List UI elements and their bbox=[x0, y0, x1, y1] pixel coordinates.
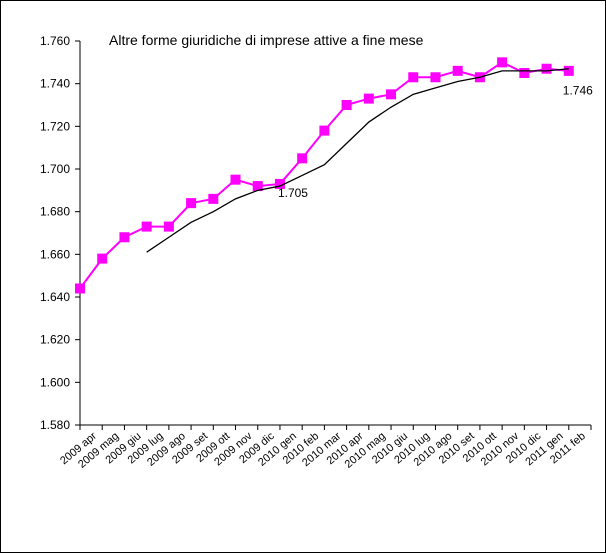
data-point-marker bbox=[386, 89, 397, 100]
data-point-marker bbox=[408, 72, 419, 83]
data-point-marker bbox=[274, 178, 285, 189]
series-line-1 bbox=[79, 61, 569, 290]
data-label: 1.705 bbox=[278, 186, 308, 200]
data-point-marker bbox=[519, 68, 530, 78]
data-point-marker bbox=[341, 100, 352, 110]
chart-title: Altre forme giuridiche di imprese attive… bbox=[109, 32, 424, 48]
data-point-marker bbox=[97, 253, 108, 264]
axes bbox=[79, 41, 591, 426]
y-tick-label: 1.600 bbox=[40, 375, 70, 389]
data-point-marker bbox=[363, 93, 374, 104]
data-point-marker bbox=[541, 63, 552, 74]
data-point-marker bbox=[230, 174, 241, 185]
data-point-marker bbox=[186, 198, 197, 209]
data-point-marker bbox=[319, 125, 330, 136]
y-tick-label: 1.580 bbox=[40, 418, 70, 432]
data-point-marker bbox=[430, 72, 441, 83]
y-tick-label: 1.680 bbox=[40, 205, 70, 219]
y-tick-label: 1.760 bbox=[40, 34, 70, 48]
data-point-marker bbox=[252, 181, 263, 192]
data-point-marker bbox=[208, 193, 219, 204]
data-point-marker bbox=[563, 65, 574, 76]
y-tick-label: 1.640 bbox=[40, 290, 70, 304]
y-tick-label: 1.740 bbox=[40, 77, 70, 91]
annotation-layer: 1.705 1.746 bbox=[278, 84, 593, 200]
data-point-marker bbox=[497, 57, 508, 68]
y-tick-label: 1.700 bbox=[40, 162, 70, 176]
data-point-marker bbox=[141, 221, 152, 232]
data-point-marker bbox=[119, 232, 130, 243]
series-layer bbox=[75, 57, 574, 294]
data-point-marker bbox=[452, 65, 463, 76]
data-point-marker bbox=[163, 221, 174, 232]
data-label: 1.746 bbox=[563, 84, 593, 98]
y-axis-ticks: 1.580 1.600 1.620 1.640 1.660 1.680 1.700 1.720… bbox=[40, 34, 80, 432]
data-point-marker bbox=[297, 153, 308, 164]
y-tick-label: 1.660 bbox=[40, 247, 70, 261]
series-line-2 bbox=[146, 68, 569, 253]
y-tick-label: 1.620 bbox=[40, 333, 70, 347]
y-tick-label: 1.720 bbox=[40, 119, 70, 133]
data-point-marker bbox=[75, 283, 85, 294]
